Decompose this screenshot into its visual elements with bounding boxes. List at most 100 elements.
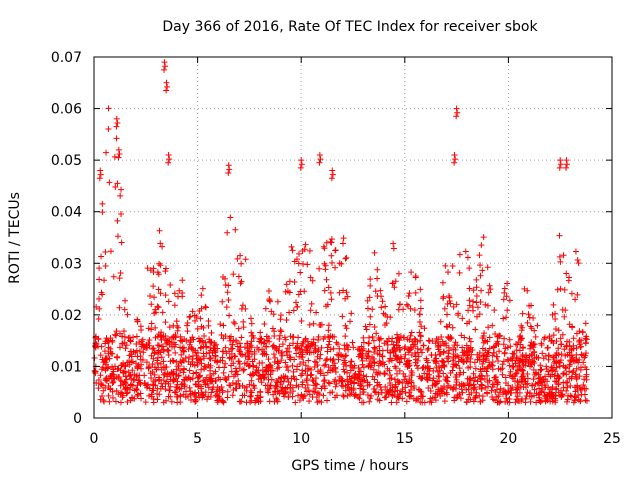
data-point — [313, 359, 320, 366]
data-point — [287, 333, 294, 340]
data-point — [228, 350, 235, 357]
data-point — [306, 321, 313, 328]
data-point — [420, 364, 427, 371]
data-point — [347, 391, 354, 398]
data-point — [405, 380, 412, 387]
data-point — [222, 282, 229, 289]
data-point — [573, 376, 580, 383]
y-tick-label: 0.04 — [51, 205, 82, 221]
data-point — [466, 335, 473, 342]
data-point — [466, 318, 473, 325]
data-point — [235, 377, 242, 384]
data-point — [543, 395, 550, 402]
data-point — [222, 376, 229, 383]
data-point — [439, 338, 446, 345]
data-point — [427, 395, 434, 402]
data-point — [453, 113, 460, 120]
data-point — [425, 345, 432, 352]
data-point — [397, 333, 404, 340]
data-point — [201, 363, 208, 370]
data-point — [295, 392, 302, 399]
data-point — [360, 378, 367, 385]
data-point — [218, 397, 225, 404]
data-point — [574, 256, 581, 263]
data-point — [347, 367, 354, 374]
data-point — [428, 352, 435, 359]
data-point — [479, 267, 486, 274]
data-point — [563, 387, 570, 394]
data-point — [332, 383, 339, 390]
data-point — [136, 348, 143, 355]
data-point — [478, 242, 485, 249]
data-point — [375, 369, 382, 376]
data-point — [546, 335, 553, 342]
data-point — [180, 344, 187, 351]
data-point — [287, 385, 294, 392]
data-point — [117, 377, 124, 384]
data-point — [573, 365, 580, 372]
data-point — [557, 285, 564, 292]
data-point — [162, 319, 169, 326]
y-tick-label: 0.07 — [51, 50, 82, 66]
data-point — [402, 389, 409, 396]
data-point — [160, 377, 167, 384]
data-point — [332, 394, 339, 401]
data-point — [111, 375, 118, 382]
data-point — [370, 366, 377, 373]
data-point — [578, 351, 585, 358]
data-point — [369, 333, 376, 340]
data-point — [213, 377, 220, 384]
data-point — [248, 377, 255, 384]
data-point — [563, 157, 570, 164]
data-point — [102, 377, 109, 384]
data-point — [299, 340, 306, 347]
data-point — [371, 349, 378, 356]
y-tick-label: 0.02 — [51, 308, 82, 324]
data-point — [545, 368, 552, 375]
data-point — [563, 342, 570, 349]
data-point — [364, 305, 371, 312]
data-point — [374, 382, 381, 389]
data-point — [477, 398, 484, 405]
data-point — [192, 398, 199, 405]
data-point — [519, 310, 526, 317]
data-point — [355, 394, 362, 401]
data-point — [451, 342, 458, 349]
data-point — [343, 352, 350, 359]
data-point — [177, 367, 184, 374]
data-point — [224, 229, 231, 236]
data-point — [340, 287, 347, 294]
data-point — [480, 356, 487, 363]
data-point — [472, 326, 479, 333]
data-point — [113, 398, 120, 405]
data-point — [419, 365, 426, 372]
data-point — [193, 381, 200, 388]
data-point — [374, 371, 381, 378]
data-point — [284, 352, 291, 359]
data-point — [526, 302, 533, 309]
data-point — [555, 327, 562, 334]
data-point — [188, 344, 195, 351]
data-point — [225, 373, 232, 380]
data-point — [278, 350, 285, 357]
data-point — [109, 394, 116, 401]
data-point — [512, 389, 519, 396]
data-point — [139, 340, 146, 347]
data-point — [552, 395, 559, 402]
data-point — [572, 371, 579, 378]
data-point — [576, 341, 583, 348]
data-point — [483, 351, 490, 358]
data-point — [314, 389, 321, 396]
data-point — [284, 345, 291, 352]
data-point — [326, 380, 333, 387]
data-point — [103, 356, 110, 363]
data-point — [126, 373, 133, 380]
data-point — [465, 386, 472, 393]
data-point — [354, 346, 361, 353]
data-point — [402, 343, 409, 350]
data-point — [299, 248, 306, 255]
data-point — [444, 301, 451, 308]
data-point — [123, 384, 130, 391]
data-point — [412, 356, 419, 363]
data-point — [206, 355, 213, 362]
